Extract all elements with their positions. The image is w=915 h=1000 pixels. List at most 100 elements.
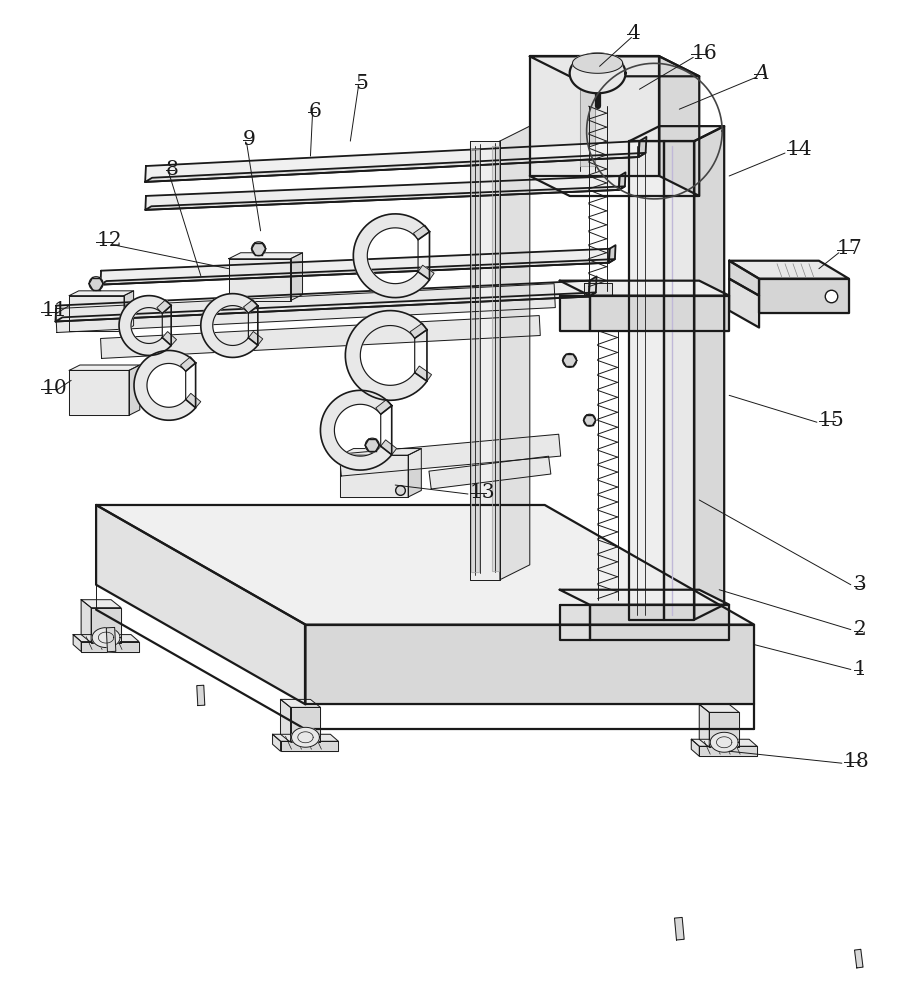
Text: 9: 9 (242, 130, 255, 149)
Polygon shape (699, 746, 757, 756)
Text: 10: 10 (41, 379, 67, 398)
Text: 15: 15 (819, 411, 845, 430)
Text: 12: 12 (96, 231, 122, 250)
Text: 13: 13 (470, 483, 496, 502)
Polygon shape (709, 712, 739, 747)
Polygon shape (92, 608, 121, 643)
Polygon shape (560, 605, 589, 640)
Polygon shape (157, 300, 171, 314)
Polygon shape (273, 734, 339, 741)
Polygon shape (699, 704, 709, 747)
Polygon shape (560, 281, 729, 296)
Polygon shape (855, 949, 863, 968)
Polygon shape (290, 253, 303, 301)
Polygon shape (694, 126, 724, 620)
Polygon shape (563, 353, 576, 367)
Polygon shape (570, 53, 626, 93)
Polygon shape (410, 323, 427, 338)
Polygon shape (579, 66, 595, 166)
Polygon shape (145, 176, 619, 210)
Polygon shape (56, 292, 596, 322)
Polygon shape (530, 56, 660, 176)
Text: 17: 17 (837, 239, 863, 258)
Polygon shape (619, 172, 626, 190)
Text: 6: 6 (308, 102, 321, 121)
Polygon shape (630, 141, 664, 620)
Text: 2: 2 (854, 620, 867, 639)
Polygon shape (381, 440, 396, 455)
Polygon shape (281, 699, 320, 707)
Polygon shape (145, 153, 646, 182)
Polygon shape (470, 141, 500, 580)
Polygon shape (70, 365, 140, 370)
Polygon shape (692, 739, 757, 746)
Polygon shape (89, 277, 103, 291)
Polygon shape (73, 635, 81, 652)
Polygon shape (119, 296, 171, 355)
Polygon shape (729, 279, 759, 328)
Polygon shape (759, 279, 849, 313)
Polygon shape (560, 590, 729, 605)
Polygon shape (134, 350, 196, 420)
Polygon shape (252, 242, 265, 256)
Polygon shape (699, 704, 739, 712)
Polygon shape (101, 249, 609, 285)
Polygon shape (145, 186, 625, 210)
Polygon shape (414, 366, 432, 381)
Polygon shape (306, 625, 754, 704)
Polygon shape (408, 449, 421, 497)
Polygon shape (418, 265, 434, 280)
Polygon shape (92, 628, 120, 648)
Polygon shape (243, 300, 258, 313)
Polygon shape (81, 600, 121, 608)
Polygon shape (145, 141, 640, 182)
Polygon shape (573, 53, 623, 73)
Polygon shape (281, 699, 290, 742)
Text: 3: 3 (854, 575, 867, 594)
Polygon shape (729, 261, 849, 279)
Polygon shape (81, 600, 92, 643)
Polygon shape (56, 281, 589, 322)
Polygon shape (186, 393, 200, 408)
Polygon shape (290, 707, 320, 742)
Polygon shape (229, 259, 290, 301)
Polygon shape (81, 642, 139, 652)
Polygon shape (96, 505, 306, 704)
Polygon shape (365, 438, 379, 452)
Text: 1: 1 (854, 660, 867, 679)
Polygon shape (70, 370, 129, 415)
Text: 18: 18 (844, 752, 869, 771)
Polygon shape (73, 635, 139, 642)
Polygon shape (471, 149, 479, 572)
Polygon shape (248, 332, 263, 345)
Polygon shape (106, 627, 116, 652)
Polygon shape (320, 390, 392, 470)
Polygon shape (345, 311, 427, 400)
Polygon shape (414, 225, 429, 240)
Polygon shape (674, 917, 684, 940)
Polygon shape (180, 357, 196, 371)
Text: 8: 8 (166, 160, 178, 179)
Polygon shape (589, 605, 729, 640)
Polygon shape (340, 455, 408, 497)
Polygon shape (729, 261, 759, 296)
Polygon shape (70, 296, 124, 331)
Text: 14: 14 (787, 140, 813, 159)
Polygon shape (692, 739, 699, 756)
Polygon shape (200, 294, 258, 357)
Polygon shape (129, 365, 140, 415)
Text: A: A (754, 64, 769, 83)
Polygon shape (229, 253, 303, 259)
Polygon shape (339, 434, 561, 476)
Polygon shape (639, 137, 646, 157)
Polygon shape (500, 126, 530, 580)
Polygon shape (340, 449, 421, 455)
Polygon shape (353, 214, 429, 298)
Polygon shape (630, 126, 724, 141)
Polygon shape (101, 259, 615, 285)
Polygon shape (429, 456, 551, 489)
Polygon shape (376, 399, 392, 414)
Polygon shape (660, 56, 699, 196)
Polygon shape (530, 56, 699, 76)
Polygon shape (589, 276, 597, 297)
